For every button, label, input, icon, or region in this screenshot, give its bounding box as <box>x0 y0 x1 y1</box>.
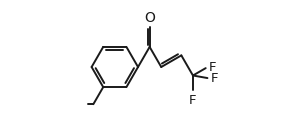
Text: F: F <box>211 72 218 85</box>
Text: F: F <box>189 94 197 107</box>
Text: O: O <box>144 11 155 25</box>
Text: F: F <box>209 61 216 74</box>
